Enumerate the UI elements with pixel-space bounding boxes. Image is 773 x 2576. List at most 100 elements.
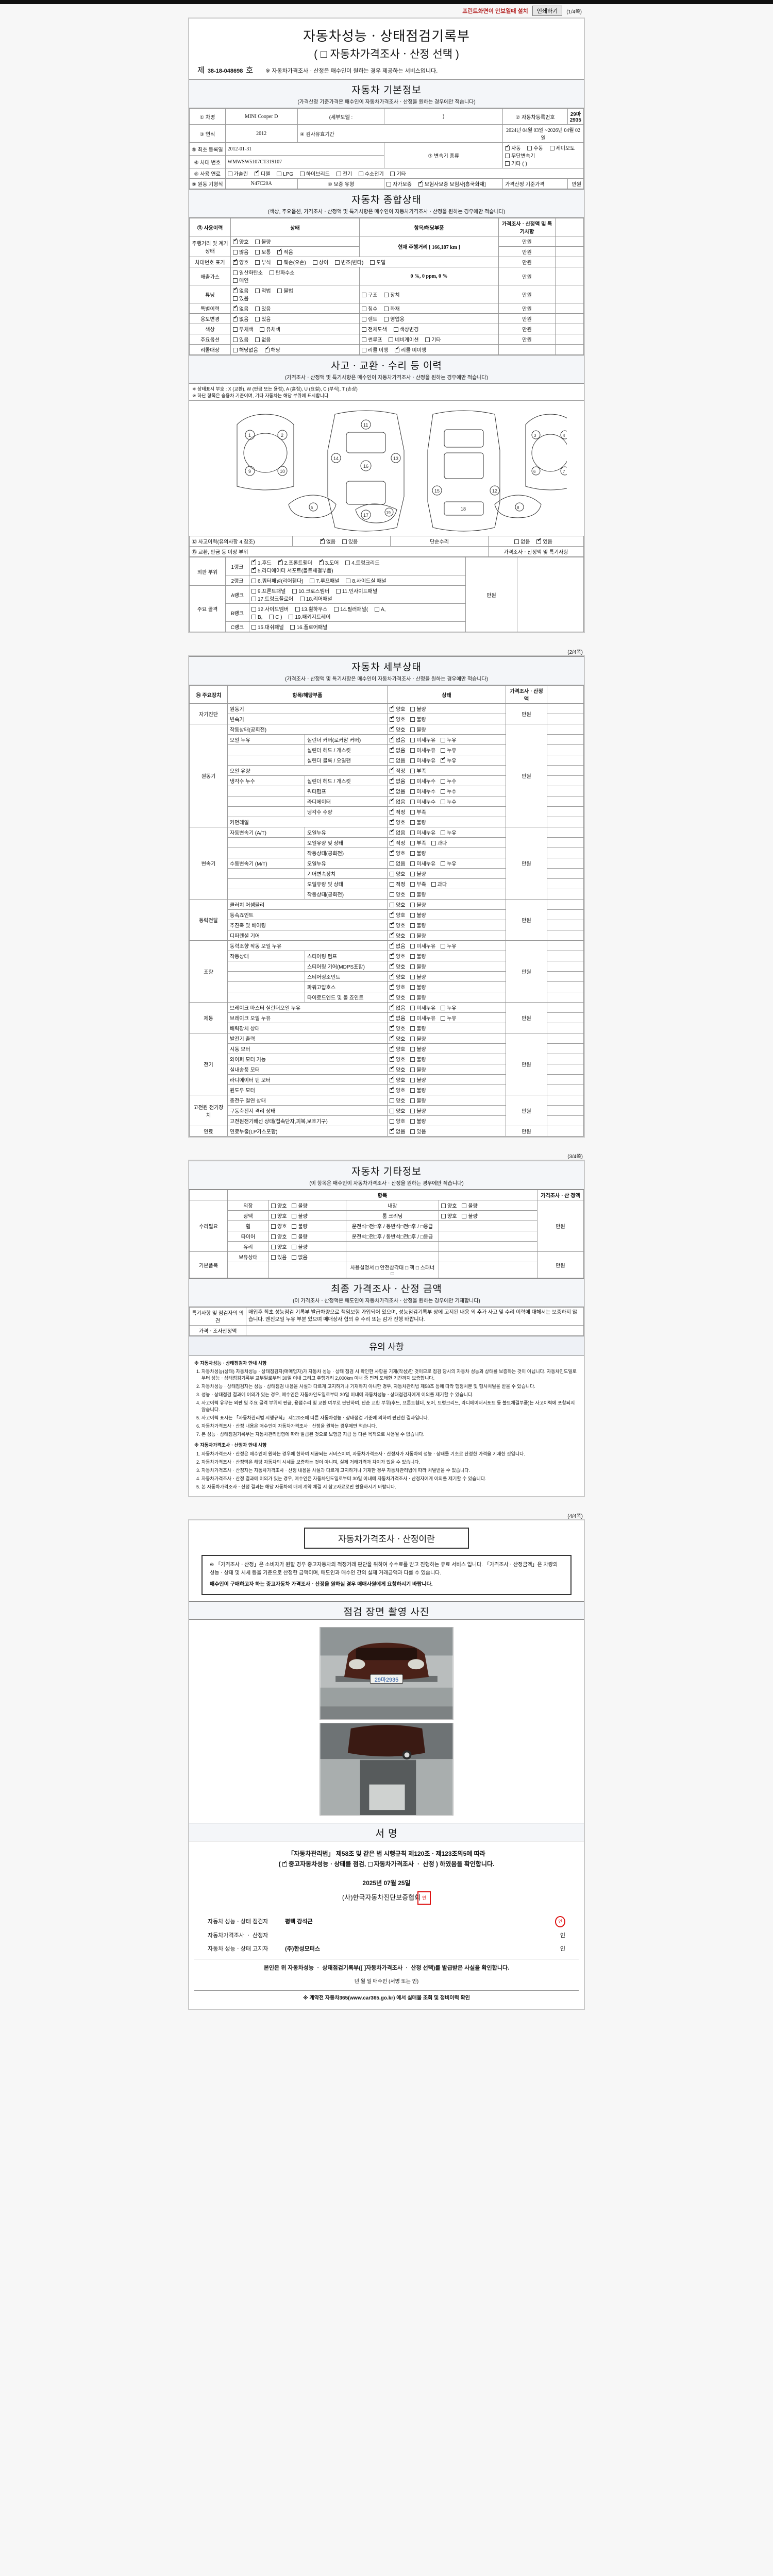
other-repair-1-a0[interactable]: 양호 <box>271 1212 287 1219</box>
part-crossmember[interactable]: 10.크로스멤버 <box>292 587 329 595</box>
checkbox-icon[interactable] <box>410 707 415 711</box>
detail-opt-1-8-0[interactable]: 적정 <box>390 808 405 816</box>
checkbox-icon[interactable] <box>233 327 238 332</box>
detail-opt-4-1-1[interactable]: 불량 <box>410 952 426 960</box>
opt-gujo[interactable]: 구조 <box>362 291 377 298</box>
checkbox-icon[interactable] <box>292 589 297 594</box>
detail-opt-1-0-0[interactable]: 양호 <box>390 725 405 733</box>
checkbox-icon[interactable] <box>390 716 394 722</box>
other-basic-0-a0[interactable]: 있음 <box>271 1253 287 1261</box>
detail-opt-2-1-0[interactable]: 적정 <box>390 839 405 846</box>
detail-opt-1-8-1[interactable]: 부족 <box>410 808 426 816</box>
detail-opt-1-5-0[interactable]: 없음 <box>390 777 405 785</box>
other-repair-2-a1[interactable]: 불량 <box>292 1222 308 1230</box>
detail-opt-4-4-0[interactable]: 양호 <box>390 983 405 991</box>
checkbox-icon[interactable] <box>390 172 395 176</box>
detail-opt-2-3-2[interactable]: 누유 <box>441 859 457 867</box>
detail-opt-1-1-0[interactable]: 없음 <box>390 736 405 743</box>
opt-navigation[interactable]: 네비게이션 <box>389 335 418 343</box>
checkbox-icon[interactable] <box>367 1862 373 1867</box>
detail-opt-1-5-1[interactable]: 미세누수 <box>410 777 435 785</box>
checkbox-icon[interactable] <box>277 260 282 265</box>
detail-opt-2-1-2[interactable]: 과다 <box>431 839 447 846</box>
checkbox-icon[interactable] <box>390 829 394 835</box>
detail-opt-1-3-0[interactable]: 없음 <box>390 756 405 764</box>
detail-opt-2-6-1[interactable]: 불량 <box>410 890 426 898</box>
checkbox-icon[interactable] <box>441 757 446 763</box>
checkbox-icon[interactable] <box>362 337 366 342</box>
detail-opt-3-2-1[interactable]: 불량 <box>410 921 426 929</box>
checkbox-icon[interactable] <box>441 738 446 742</box>
checkbox-icon[interactable] <box>233 250 238 255</box>
checkbox-icon[interactable] <box>390 963 394 969</box>
checkbox-icon[interactable] <box>390 861 394 866</box>
detail-opt-6-5-1[interactable]: 불량 <box>410 1086 426 1094</box>
opt-fire[interactable]: 화재 <box>384 304 400 312</box>
checkbox-icon[interactable] <box>410 923 415 928</box>
part-wheel-house[interactable]: 13.휠하우스 <box>295 605 327 613</box>
checkbox-icon[interactable] <box>312 260 317 265</box>
checkbox-icon[interactable] <box>441 831 446 835</box>
checkbox-icon[interactable] <box>362 327 366 332</box>
checkbox-icon[interactable] <box>390 726 394 732</box>
opt-rent[interactable]: 렌트 <box>362 315 377 323</box>
checkbox-icon[interactable] <box>549 146 554 150</box>
checkbox-icon[interactable] <box>390 892 394 897</box>
checkbox-icon[interactable] <box>358 172 363 176</box>
checkbox-icon[interactable] <box>390 777 394 784</box>
opt-hc[interactable]: 탄화수소 <box>269 268 295 276</box>
opt-jangchi[interactable]: 장치 <box>384 291 400 298</box>
detail-opt-1-2-0[interactable]: 없음 <box>390 746 405 754</box>
checkbox-icon[interactable] <box>271 1224 276 1229</box>
part-package-tray[interactable]: 19.패키지트레이 <box>289 613 330 620</box>
detail-opt-8-0-0[interactable]: 없음 <box>390 1127 405 1135</box>
opt-botong[interactable]: 보통 <box>255 248 271 256</box>
checkbox-icon[interactable] <box>362 348 366 352</box>
detail-opt-1-1-1[interactable]: 미세누유 <box>410 736 435 743</box>
checkbox-icon[interactable] <box>390 747 394 753</box>
part-trunk-lid[interactable]: 4.트렁크리드 <box>345 558 380 566</box>
checkbox-icon[interactable] <box>292 1245 297 1249</box>
detail-opt-6-5-0[interactable]: 양호 <box>390 1086 405 1094</box>
checkbox-icon[interactable] <box>271 1214 276 1218</box>
fuel-opt-1[interactable]: 디젤 <box>254 170 270 177</box>
part-pillar-b[interactable]: B, <box>251 615 262 620</box>
trans-opt-0[interactable]: 자동 <box>505 144 521 151</box>
checkbox-icon[interactable] <box>505 154 510 158</box>
checkbox-icon[interactable] <box>290 625 295 630</box>
opt-special-yes[interactable]: 있음 <box>255 304 271 312</box>
detail-opt-4-3-0[interactable]: 양호 <box>390 973 405 980</box>
detail-opt-6-4-0[interactable]: 양호 <box>390 1076 405 1083</box>
detail-opt-2-0-2[interactable]: 누유 <box>441 828 457 836</box>
opt-vin-busik[interactable]: 부식 <box>255 258 271 266</box>
other-repair-2-a0[interactable]: 양호 <box>271 1222 287 1230</box>
detail-opt-1-6-1[interactable]: 미세누수 <box>410 787 435 795</box>
detail-opt-4-5-0[interactable]: 양호 <box>390 993 405 1001</box>
detail-opt-1-9-0[interactable]: 양호 <box>390 818 405 826</box>
detail-opt-1-6-2[interactable]: 누수 <box>441 787 457 795</box>
detail-opt-6-3-0[interactable]: 양호 <box>390 1065 405 1073</box>
checkbox-icon[interactable] <box>362 317 366 321</box>
opt-co[interactable]: 일산화탄소 <box>233 268 263 276</box>
checkbox-icon[interactable] <box>390 1045 394 1052</box>
checkbox-icon[interactable] <box>410 717 415 722</box>
opt-tuning-none[interactable]: 없음 <box>233 286 248 294</box>
opt-vin-hweson[interactable]: 훼손(오손) <box>277 258 306 266</box>
checkbox-icon[interactable] <box>386 182 392 187</box>
checkbox-icon[interactable] <box>410 841 415 845</box>
checkbox-icon[interactable] <box>390 1025 394 1031</box>
checkbox-icon[interactable] <box>390 850 394 856</box>
detail-opt-6-2-1[interactable]: 불량 <box>410 1055 426 1063</box>
checkbox-icon[interactable] <box>410 831 415 835</box>
checkbox-icon[interactable] <box>255 317 260 321</box>
checkbox-icon[interactable] <box>251 607 256 612</box>
detail-opt-3-1-1[interactable]: 불량 <box>410 911 426 919</box>
checkbox-icon[interactable] <box>410 1098 415 1103</box>
part-front-panel[interactable]: 9.프론트패널 <box>251 587 285 595</box>
checkbox-icon[interactable] <box>251 589 256 594</box>
detail-opt-6-3-1[interactable]: 불량 <box>410 1065 426 1073</box>
checkbox-icon[interactable] <box>410 964 415 969</box>
fuel-opt-3[interactable]: 하이브리드 <box>299 170 330 177</box>
detail-opt-7-2-0[interactable]: 양호 <box>390 1117 405 1125</box>
detail-opt-4-0-2[interactable]: 누유 <box>441 942 457 950</box>
